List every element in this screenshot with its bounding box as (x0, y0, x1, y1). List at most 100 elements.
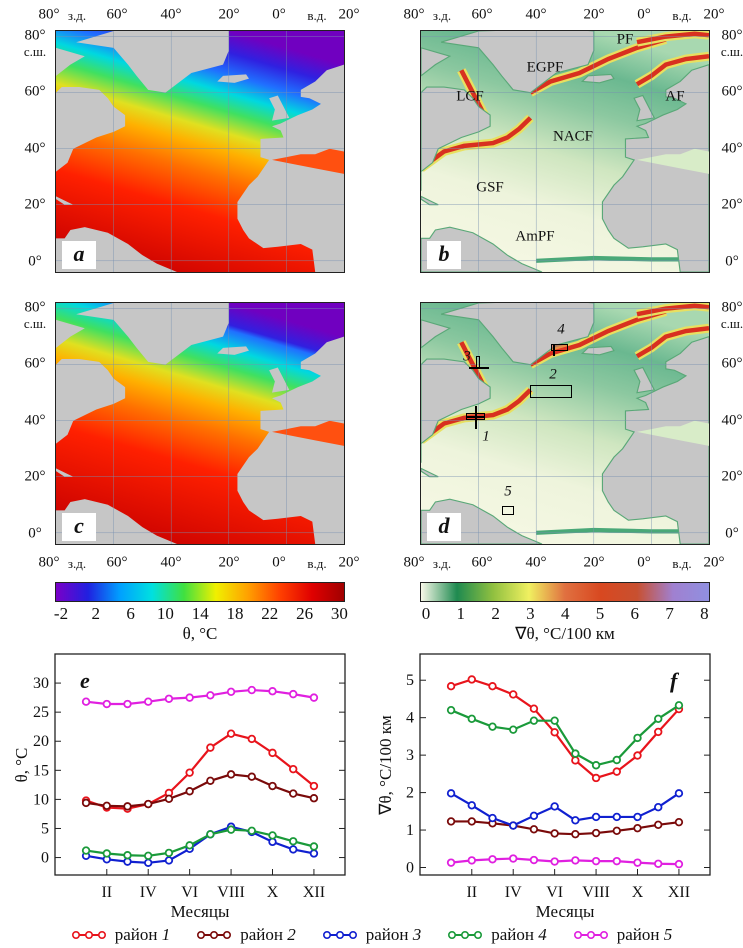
north-label: с.ш. (720, 315, 743, 331)
colorbar-tick-label: 14 (191, 604, 209, 623)
data-point-series-1 (488, 682, 497, 691)
series-line-2 (85, 773, 315, 808)
data-point-series-1 (509, 690, 518, 699)
panel-label-d: d (427, 513, 461, 541)
data-point-series-2 (529, 825, 539, 834)
colorbar-tick-label: 22 (261, 604, 279, 623)
data-point-series-5 (144, 697, 153, 706)
series-line-5 (85, 688, 315, 706)
land-na (56, 87, 126, 191)
map-c-temperature (55, 302, 345, 545)
data-point-series-3 (144, 858, 153, 867)
equatorial-front (536, 527, 681, 535)
panel-label-b: b (427, 241, 461, 269)
equatorial-front (536, 255, 681, 263)
legend-label: район 1 (114, 925, 171, 944)
longitude-label: 20° (703, 6, 725, 23)
data-point-series-3 (488, 813, 497, 823)
data-point-series-3 (467, 801, 476, 810)
panel-label-f: f (670, 668, 678, 693)
land-iceland (217, 74, 249, 83)
east-label: в.д. (672, 556, 692, 571)
data-point-series-2 (102, 801, 111, 810)
east-label: в.д. (307, 556, 327, 571)
colorbar-tick-label: 5 (595, 604, 605, 623)
data-point-series-4 (591, 761, 601, 770)
y-tick-label: 0 (41, 850, 49, 867)
data-point-series-1 (268, 748, 277, 758)
y-tick-label: 25 (33, 704, 49, 721)
map-b-gradient (420, 30, 710, 273)
y-tick-label: 0 (406, 860, 414, 877)
data-point-series-2 (446, 817, 456, 826)
chart-f-xlabel: Месяцы (535, 902, 595, 921)
longitude-label: 40° (160, 554, 182, 571)
west-label: з.д. (432, 556, 452, 571)
legend-item-2: район 2 (196, 925, 296, 945)
colorbar-tick-label: 6 (630, 604, 640, 623)
region-label-5: 5 (504, 483, 512, 500)
longitude-label: 20° (338, 554, 360, 571)
data-point-series-3 (446, 789, 456, 798)
west-label: з.д. (67, 8, 87, 23)
longitude-label: 80° (38, 554, 60, 571)
data-point-series-3 (309, 849, 319, 858)
data-point-series-4 (247, 826, 256, 835)
data-point-series-4 (509, 725, 518, 734)
y-tick-label: 15 (33, 762, 49, 779)
data-point-series-4 (268, 831, 277, 840)
data-point-series-1 (446, 682, 456, 691)
region-label-2: 2 (549, 366, 557, 383)
series-line-3 (85, 825, 315, 864)
map-a-temperature (55, 30, 345, 273)
data-point-series-1 (467, 675, 476, 684)
data-point-series-4 (102, 849, 111, 858)
west-label: з.д. (67, 556, 87, 571)
data-point-series-2 (144, 799, 153, 809)
data-point-series-3 (571, 816, 580, 825)
gradient-colorbar (420, 582, 710, 602)
data-point-series-5 (674, 859, 684, 869)
north-label: с.ш. (23, 315, 47, 331)
x-tick-label: IV (505, 884, 522, 901)
data-point-series-1 (529, 704, 539, 713)
front-label-egpf: EGPF (526, 59, 564, 76)
latitude-label: 20° (24, 468, 46, 485)
north-label: с.ш. (23, 43, 47, 59)
region-box-4 (551, 344, 568, 351)
data-point-series-4 (550, 716, 559, 725)
latitude-label: 60° (24, 355, 46, 372)
data-point-series-1 (226, 729, 236, 738)
data-point-series-1 (309, 781, 319, 791)
y-tick-label: 4 (406, 710, 414, 727)
data-point-series-5 (102, 699, 111, 709)
x-tick-label: X (632, 884, 644, 901)
data-point-series-5 (467, 856, 476, 865)
y-tick-label: 2 (406, 785, 414, 802)
data-point-series-3 (674, 789, 684, 798)
longitude-label: 20° (703, 554, 725, 571)
y-tick-label: 5 (41, 820, 49, 837)
latitude-label: 60° (721, 83, 743, 100)
chart-e-temperature: 0 5 10 15 20 25 30 II IV VI VIII X XII (33, 653, 346, 901)
data-point-series-2 (591, 828, 601, 838)
panel-label-e: e (80, 668, 90, 693)
region-box-5 (502, 506, 514, 515)
data-point-series-4 (446, 705, 456, 715)
land-baffin (56, 319, 85, 348)
data-point-series-2 (164, 794, 174, 804)
y-tick-label: 3 (406, 747, 414, 764)
data-point-series-5 (571, 856, 580, 865)
east-label: в.д. (307, 8, 327, 23)
latitude-label: 0° (725, 253, 739, 270)
land-eurafr (601, 64, 709, 272)
longitude-label: 20° (338, 6, 360, 23)
x-tick-label: XII (303, 884, 325, 901)
land-baffin (421, 319, 452, 349)
colorbar-tick-label: 26 (296, 604, 314, 623)
latitude-label: 0° (28, 525, 42, 542)
land-uk (633, 366, 656, 394)
longitude-label: 80° (38, 6, 60, 23)
land-baffin (421, 47, 452, 77)
data-point-series-1 (247, 734, 256, 744)
